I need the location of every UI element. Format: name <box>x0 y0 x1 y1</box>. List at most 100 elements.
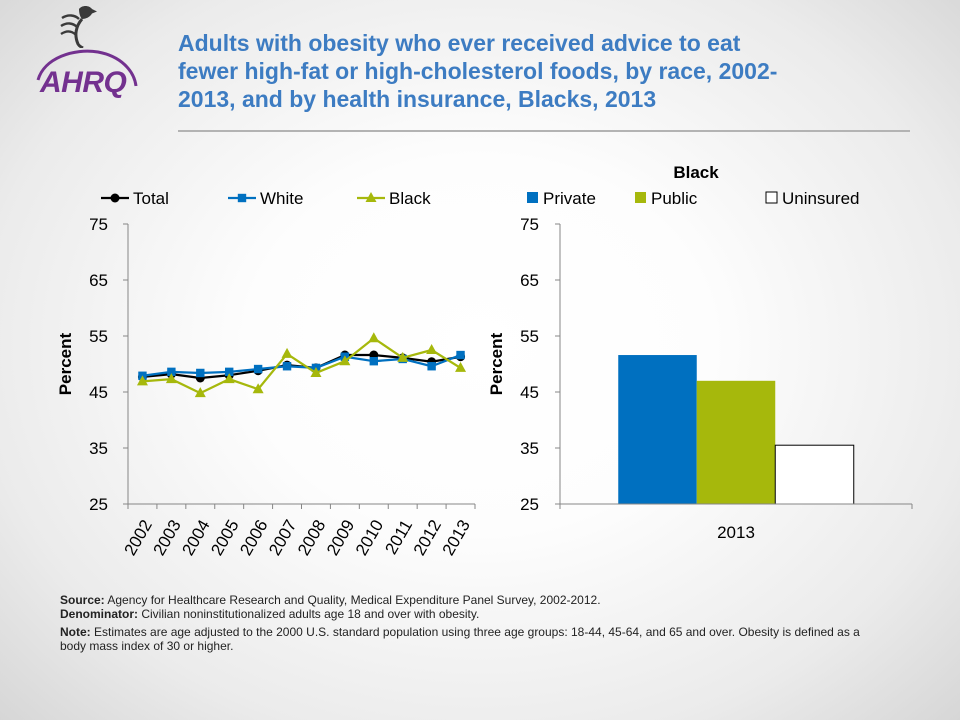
series-white <box>138 350 465 380</box>
x-tick-label-2004: 2004 <box>178 517 213 559</box>
point-white-2003 <box>167 367 176 377</box>
x-tick-label-2002: 2002 <box>121 517 156 559</box>
x-tick-label-2012: 2012 <box>410 517 445 559</box>
right-y-tick-label: 65 <box>520 271 539 290</box>
note-label: Note: <box>60 625 91 639</box>
hhs-eagle-wing-2 <box>60 22 78 28</box>
left-y-tick-label: 65 <box>89 271 108 290</box>
ahrq-logo: AHRQ <box>36 49 138 99</box>
point-black-2012 <box>426 344 438 354</box>
point-black-2013 <box>455 361 467 372</box>
left-y-tick-label: 35 <box>89 439 108 458</box>
point-black-2002 <box>136 375 148 386</box>
legend-swatch-public <box>635 192 646 203</box>
hhs-eagle-wing-3 <box>60 30 77 36</box>
point-white-2010 <box>369 357 378 366</box>
bar-uninsured-2013 <box>774 444 855 505</box>
x-tick-label-2011: 2011 <box>381 517 416 558</box>
left-y-tick-label: 75 <box>89 215 108 234</box>
legend-item-private: Private <box>527 189 596 208</box>
legend-label-black: Black <box>389 189 431 208</box>
hhs-eagle-body <box>74 18 84 48</box>
right-y-tick-label: 25 <box>520 495 539 514</box>
legend-item-total: Total <box>101 189 169 208</box>
legend-label-private: Private <box>543 189 596 208</box>
x-tick-label-2003: 2003 <box>149 517 184 559</box>
x-tick-label-2009: 2009 <box>323 517 358 559</box>
source-label: Source: <box>60 593 105 607</box>
point-black-2010 <box>368 332 380 343</box>
x-tick-label-2008: 2008 <box>294 517 329 559</box>
legend-swatch-private <box>527 192 538 203</box>
legend-item-public: Public <box>635 189 698 208</box>
ahrq-logo-text: AHRQ <box>39 66 126 99</box>
series-line-black <box>142 337 462 395</box>
hhs-eagle-logo <box>60 6 97 48</box>
legend-item-uninsured: Uninsured <box>765 189 860 208</box>
right-y-axis-title: Percent <box>487 332 506 395</box>
legend-label-white: White <box>260 189 303 208</box>
chart-title: Black <box>673 163 719 182</box>
legend-label-uninsured: Uninsured <box>782 189 860 208</box>
point-white-2012 <box>427 362 436 371</box>
hhs-eagle-head <box>79 6 97 19</box>
point-black-2004 <box>194 387 206 398</box>
right-y-tick-label: 75 <box>520 215 539 234</box>
point-black-2005 <box>223 373 235 384</box>
ahrq-logo-swoosh <box>36 49 138 87</box>
point-black-2006 <box>252 383 264 394</box>
title-line-2: fewer high-fat or high-cholesterol foods… <box>178 58 778 84</box>
x-tick-label-2013: 2013 <box>717 523 755 542</box>
series-black <box>136 332 467 398</box>
x-tick-label-2010: 2010 <box>352 517 387 559</box>
x-tick-label-2013: 2013 <box>439 517 474 559</box>
hhs-eagle-wing-1 <box>61 14 80 20</box>
point-white-2013 <box>456 350 465 360</box>
bar-private-2013 <box>618 355 697 504</box>
point-black-2009 <box>339 355 351 366</box>
legend-swatch-uninsured <box>765 191 778 204</box>
point-white-2005 <box>225 367 234 377</box>
legend-item-black: Black <box>357 189 431 208</box>
title-divider <box>178 130 910 132</box>
right-y-tick-label: 55 <box>520 327 539 346</box>
x-tick-label-2005: 2005 <box>207 517 242 559</box>
x-tick-label-2006: 2006 <box>236 517 271 559</box>
source-text: Agency for Healthcare Research and Quali… <box>107 593 601 607</box>
legend-marker-white <box>237 193 247 203</box>
line-chart-by-race: 253545556575Percent200220032004200520062… <box>56 189 476 559</box>
denominator-label: Denominator: <box>60 607 138 621</box>
series-line-white <box>142 353 461 377</box>
bar-chart-by-insurance: Black Private Public Uninsured 25 35 45 55 65 75 P… <box>487 163 913 542</box>
title-line-1: Adults with obesity who ever received ad… <box>178 30 741 56</box>
legend-marker-black <box>365 192 377 202</box>
legend-marker-total <box>110 193 120 203</box>
point-black-2011 <box>397 351 409 362</box>
point-black-2003 <box>165 373 177 384</box>
legend-label-total: Total <box>133 189 169 208</box>
point-black-2007 <box>281 347 293 358</box>
x-tick-label-2007: 2007 <box>265 517 300 559</box>
legend-item-white: White <box>228 189 303 208</box>
slide-title: Adults with obesity who ever received ad… <box>178 29 777 113</box>
note-text: Estimates are age adjusted to the 2000 U… <box>60 625 860 653</box>
left-y-tick-label: 45 <box>89 383 108 402</box>
right-y-tick-label: 45 <box>520 383 539 402</box>
point-white-2006 <box>253 364 263 374</box>
bar-public-2013 <box>696 380 776 504</box>
left-y-tick-label: 55 <box>89 327 108 346</box>
point-black-2008 <box>310 366 322 377</box>
source-note: Source: Agency for Healthcare Research a… <box>60 593 875 607</box>
notes: Source: Agency for Healthcare Research a… <box>60 593 875 653</box>
method-note: Note: Estimates are age adjusted to the … <box>60 625 875 653</box>
right-y-tick-label: 35 <box>520 439 539 458</box>
left-y-axis-title: Percent <box>56 332 75 395</box>
charts-canvas: 253545556575Percent200220032004200520062… <box>56 163 913 559</box>
point-white-2004 <box>196 368 205 378</box>
denominator-text: Civilian noninstitutionalized adults age… <box>141 607 480 621</box>
title-line-3: 2013, and by health insurance, Blacks, 2… <box>178 86 657 112</box>
legend-label-public: Public <box>651 189 698 208</box>
left-y-tick-label: 25 <box>89 495 108 514</box>
denominator-note: Denominator: Civilian noninstitutionaliz… <box>60 607 875 621</box>
